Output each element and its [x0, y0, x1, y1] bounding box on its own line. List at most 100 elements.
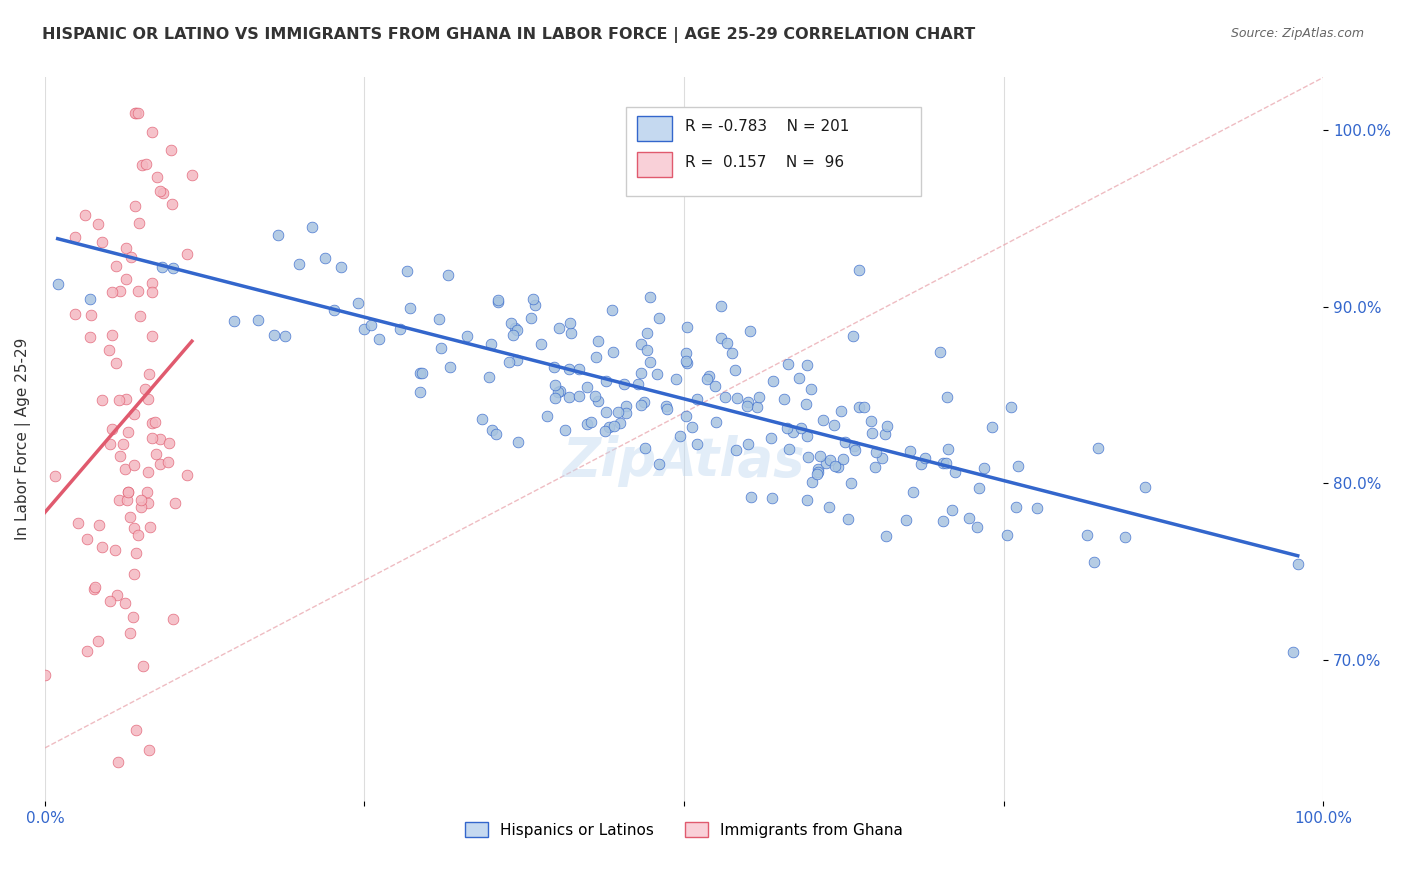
Point [737, 394, 759, 409]
Point [735, 400, 758, 414]
Point [633, 394, 655, 409]
Point [79, 330, 101, 344]
Point [145, 169, 167, 184]
Point [772, 392, 794, 406]
Point [1026, 501, 1049, 516]
Point [322, 302, 344, 317]
Point [389, 322, 412, 336]
Point [117, 485, 139, 500]
Point [714, 391, 737, 405]
Point [800, 382, 823, 396]
Point [108, 492, 131, 507]
Point [101, 327, 124, 342]
Point [486, 293, 509, 307]
Text: ZipAtlas: ZipAtlas [562, 435, 806, 487]
Point [636, 326, 658, 340]
Point [716, 335, 738, 350]
Point [598, 420, 620, 434]
Point [558, 362, 581, 376]
Point [156, 455, 179, 469]
Point [544, 378, 567, 392]
Point [609, 416, 631, 430]
Point [675, 356, 697, 370]
Point [141, 277, 163, 291]
Point [90, 235, 112, 249]
Point [108, 450, 131, 464]
Point [409, 384, 432, 399]
Point [79, 292, 101, 306]
Point [267, 227, 290, 242]
Point [837, 512, 859, 526]
Point [115, 493, 138, 508]
Point [797, 450, 820, 465]
Point [957, 511, 980, 525]
Point [479, 337, 502, 351]
Point [114, 271, 136, 285]
Point [1114, 531, 1136, 545]
Point [135, 157, 157, 171]
Point [399, 301, 422, 316]
Point [876, 418, 898, 433]
Point [122, 567, 145, 582]
Point [796, 428, 818, 442]
Point [115, 241, 138, 255]
Point [481, 423, 503, 437]
Point [46, 277, 69, 291]
Point [121, 610, 143, 624]
Point [530, 337, 553, 351]
Point [995, 528, 1018, 542]
Point [80, 308, 103, 322]
Point [127, 285, 149, 299]
Point [848, 263, 870, 277]
Point [935, 457, 957, 471]
Point [114, 462, 136, 476]
Point [115, 392, 138, 407]
Point [162, 612, 184, 626]
Legend: Hispanics or Latinos, Immigrants from Ghana: Hispanics or Latinos, Immigrants from Gh… [460, 815, 910, 844]
Point [710, 299, 733, 313]
Point [655, 401, 678, 416]
Point [141, 125, 163, 139]
Point [560, 326, 582, 340]
Point [603, 419, 626, 434]
Point [831, 451, 853, 466]
Point [568, 389, 591, 403]
Point [150, 260, 173, 274]
Point [1286, 557, 1309, 571]
Point [686, 437, 709, 451]
Point [807, 465, 830, 479]
Point [506, 353, 529, 368]
Point [104, 543, 127, 558]
Point [607, 404, 630, 418]
Point [478, 370, 501, 384]
Point [860, 425, 883, 440]
Point [90, 392, 112, 407]
Point [120, 626, 142, 640]
Point [602, 303, 624, 318]
Point [84, 580, 107, 594]
Point [91, 540, 114, 554]
Point [101, 422, 124, 436]
Y-axis label: In Labor Force | Age 25-29: In Labor Force | Age 25-29 [15, 338, 31, 541]
Point [353, 322, 375, 336]
Point [134, 382, 156, 396]
Point [149, 457, 172, 471]
Point [576, 417, 599, 432]
Point [117, 484, 139, 499]
Point [1000, 400, 1022, 414]
Point [125, 105, 148, 120]
Point [782, 425, 804, 440]
Point [778, 357, 800, 371]
Point [287, 257, 309, 271]
Point [579, 415, 602, 429]
Point [66, 516, 89, 530]
Point [796, 493, 818, 508]
Point [941, 502, 963, 516]
Point [721, 345, 744, 359]
Point [796, 358, 818, 372]
Point [547, 385, 569, 400]
Point [129, 493, 152, 508]
Point [544, 391, 567, 405]
Point [127, 105, 149, 120]
Point [827, 459, 849, 474]
